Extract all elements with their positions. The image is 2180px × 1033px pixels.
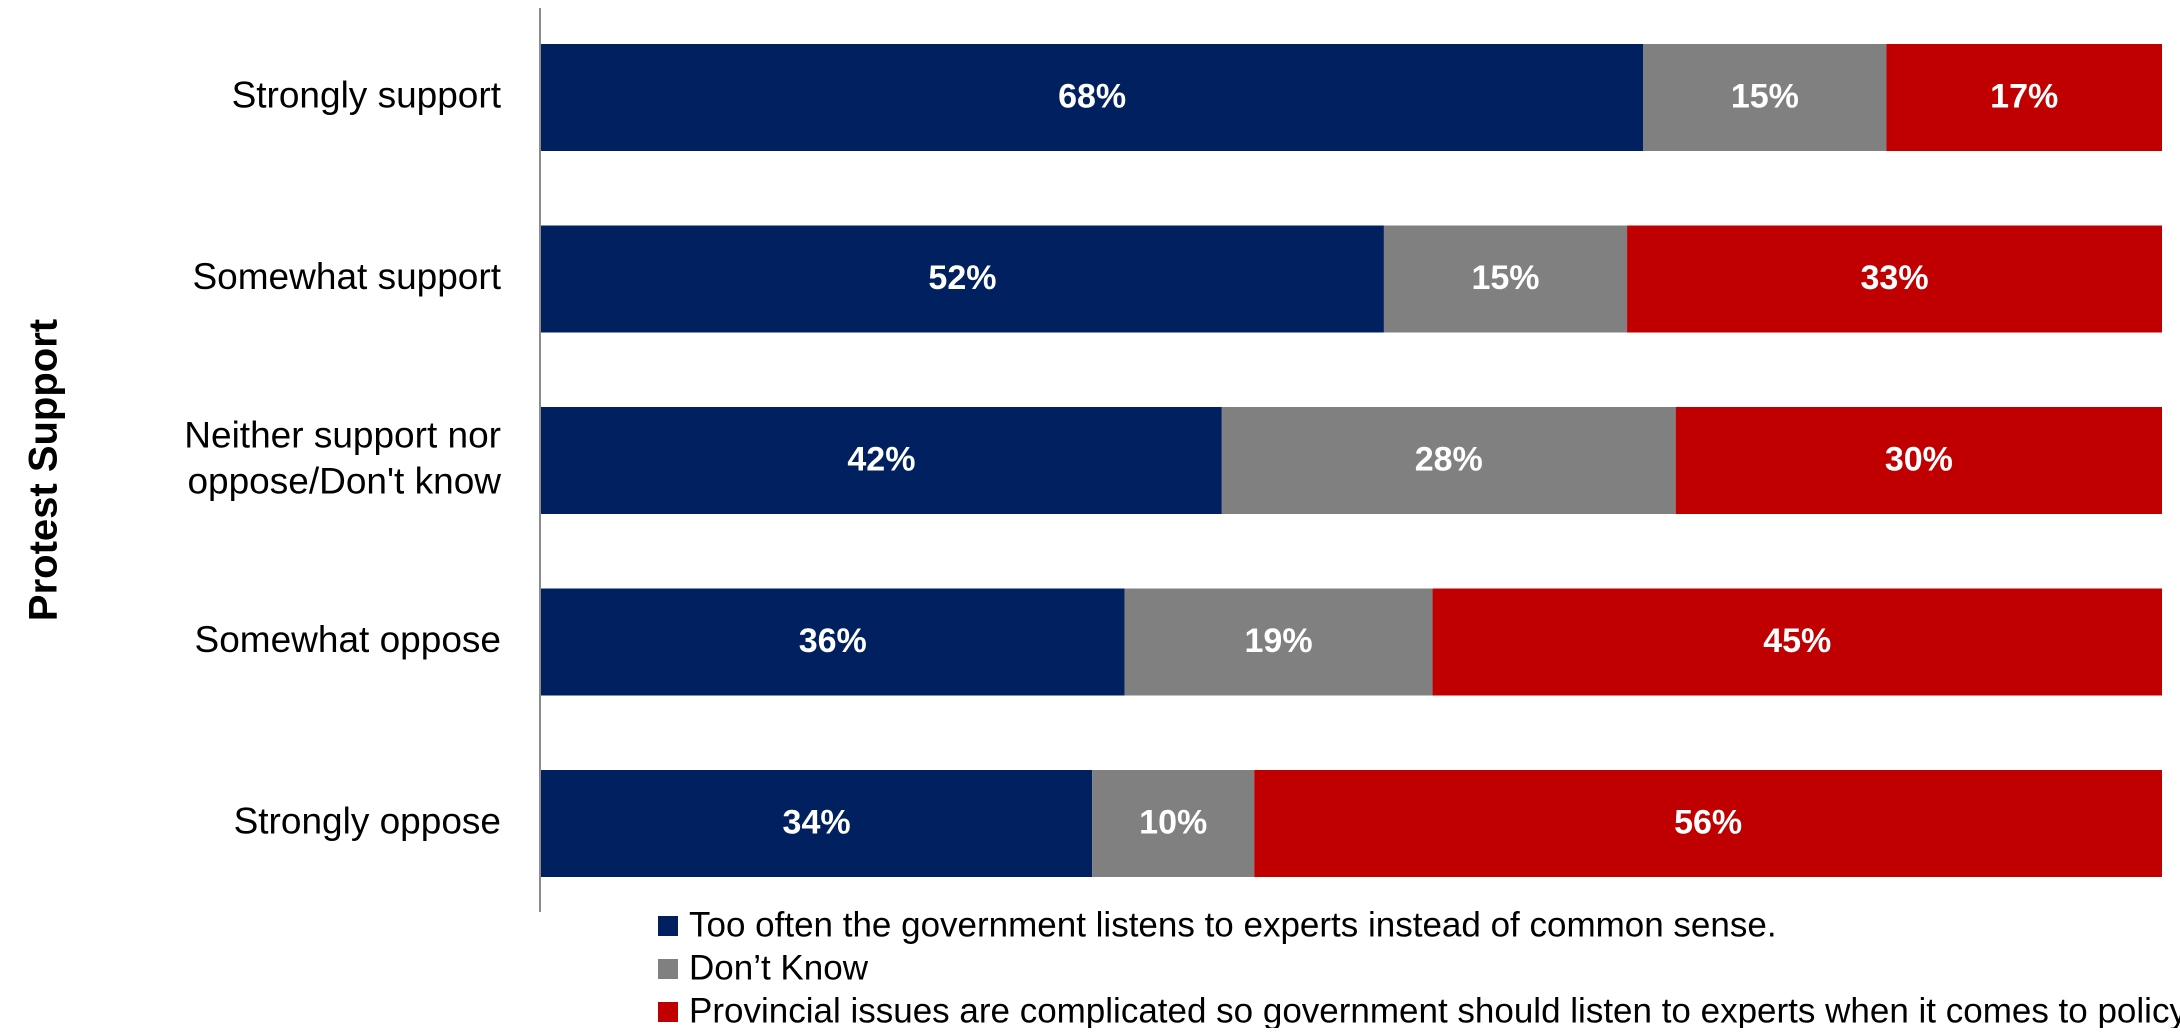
bar-segment [1675, 407, 2162, 514]
bar-segment [1643, 44, 1887, 151]
category-label: Strongly oppose [234, 800, 501, 841]
legend-label: Too often the government listens to expe… [689, 905, 1777, 944]
data-label: 42% [847, 440, 915, 478]
bar-segment [541, 407, 1222, 514]
data-label: 15% [1731, 77, 1799, 115]
data-label: 33% [1861, 259, 1929, 297]
category-label-line: Strongly support [232, 74, 502, 115]
data-label: 52% [928, 259, 996, 297]
data-label: 30% [1885, 440, 1953, 478]
data-label: 17% [1990, 77, 2058, 115]
category-label-line: Somewhat support [192, 256, 501, 297]
category-label-line: Neither support nor [184, 414, 501, 455]
category-label-line: Somewhat oppose [195, 619, 501, 660]
data-label: 19% [1245, 622, 1313, 660]
bar-segment [1627, 225, 2162, 333]
category-label: Somewhat oppose [195, 619, 501, 660]
category-label-line: Strongly oppose [234, 800, 501, 841]
data-label: 34% [783, 803, 851, 841]
data-label: 45% [1763, 622, 1831, 660]
category-labels: Strongly support Somewhat support Neither … [184, 74, 501, 841]
category-label: Somewhat support [192, 256, 501, 297]
data-label: 36% [799, 622, 867, 660]
category-label: Neither support nor oppose/Don't know [184, 414, 501, 501]
legend-swatch [658, 1002, 678, 1022]
bar-segment [1886, 44, 2162, 151]
bar-segment [1124, 588, 1433, 696]
legend-label: Don’t Know [689, 948, 869, 987]
legend: Too often the government listens to expe… [658, 905, 2180, 1030]
bar-segment [541, 44, 1644, 151]
legend-swatch [658, 959, 678, 979]
bar-segment [1254, 770, 2162, 877]
legend-swatch [658, 916, 678, 936]
data-label: 28% [1415, 440, 1483, 478]
category-label-line: oppose/Don't know [187, 460, 501, 501]
bar-segment [1432, 588, 2162, 696]
data-label: 10% [1139, 803, 1207, 841]
data-label: 15% [1471, 259, 1539, 297]
legend-label: Provincial issues are complicated so gov… [689, 991, 2180, 1028]
data-label: 68% [1058, 77, 1126, 115]
bar-segment [541, 225, 1384, 333]
bar-segment [1383, 225, 1628, 333]
bars-layer: 68% 15% 17% 52% 15% 33% 42% 28% 30% 36% 19% 45% 34% 1… [541, 44, 2162, 877]
data-label: 56% [1674, 803, 1742, 841]
bar-segment [541, 770, 1093, 877]
bar-segment [1221, 407, 1676, 514]
y-axis-title: Protest Support [22, 319, 66, 621]
bar-segment [1092, 770, 1255, 877]
category-label: Strongly support [232, 74, 502, 115]
bar-segment [541, 588, 1125, 696]
